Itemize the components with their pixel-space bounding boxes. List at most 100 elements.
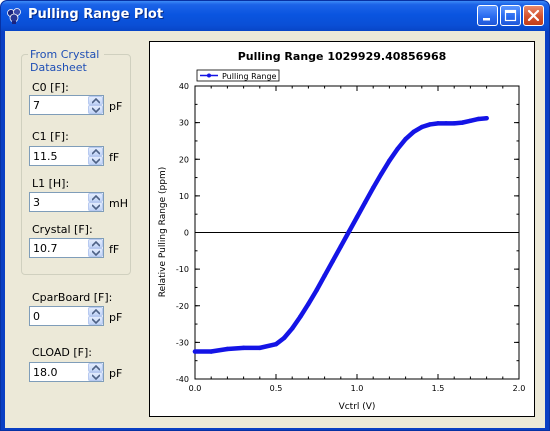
- pulling-range-chart: 0.0 0.5 1.0 1.5 2.0 40 30 20 10 0 -10 -20 -30 -40 Pul…: [158, 69, 526, 412]
- c1-spinner: [29, 146, 104, 166]
- close-icon: [527, 9, 540, 22]
- data-point: [273, 342, 279, 347]
- cload-spin-up[interactable]: [88, 363, 103, 372]
- y-tick-label: 30: [179, 119, 189, 128]
- cload-spinner: [29, 362, 104, 382]
- c0-unit: pF: [109, 100, 123, 113]
- minimize-button[interactable]: [477, 5, 498, 26]
- data-point: [330, 258, 335, 264]
- cparboard-input[interactable]: [30, 307, 86, 325]
- arrow-down-icon: [92, 374, 100, 380]
- l1-spin-up[interactable]: [88, 193, 103, 202]
- y-tick-label: -40: [176, 375, 189, 384]
- arrow-up-icon: [92, 149, 100, 155]
- data-point: [443, 121, 449, 126]
- arrow-down-icon: [92, 107, 100, 113]
- y-axis-label: Relative Pulling Range (ppm): [158, 167, 168, 298]
- data-point: [452, 121, 457, 126]
- data-point: [387, 158, 392, 163]
- data-point: [411, 129, 416, 134]
- data-point: [484, 116, 489, 121]
- data-point: [354, 214, 360, 220]
- l1-unit: mH: [109, 197, 128, 210]
- x-tick-label: 2.0: [513, 384, 526, 393]
- data-point: [192, 349, 198, 354]
- data-point: [460, 120, 465, 125]
- cparboard-unit: pF: [109, 311, 123, 324]
- close-button[interactable]: [523, 5, 544, 26]
- cparboard-spin-down[interactable]: [88, 316, 103, 325]
- c0-input[interactable]: [30, 96, 86, 114]
- x-tick-label: 1.0: [351, 384, 364, 393]
- arrow-up-icon: [92, 365, 100, 371]
- title-bar[interactable]: Pulling Range Plot: [1, 1, 549, 31]
- legend-box: [196, 69, 280, 82]
- data-point: [338, 244, 343, 249]
- c0-label: C0 [F]:: [32, 81, 69, 94]
- c1-input[interactable]: [30, 147, 86, 165]
- data-point: [257, 345, 262, 351]
- cparboard-spin-up[interactable]: [88, 307, 103, 316]
- c1-label: C1 [F]:: [32, 130, 69, 143]
- l1-label: L1 [H]:: [32, 177, 70, 190]
- data-point: [476, 116, 481, 122]
- data-point: [306, 301, 311, 307]
- data-point: [419, 124, 424, 130]
- arrow-up-icon: [92, 241, 100, 247]
- cparboard-spinner: [29, 306, 104, 326]
- legend-label: Pulling Range: [222, 72, 277, 81]
- l1-input[interactable]: [30, 193, 86, 211]
- l1-spin-down[interactable]: [88, 202, 103, 211]
- data-point: [371, 185, 376, 191]
- crystal-datasheet-group: From Crystal Datasheet: [21, 48, 131, 275]
- maximize-icon: [504, 9, 517, 22]
- l1-spinner: [29, 192, 104, 212]
- x-tick-label: 1.5: [432, 384, 445, 393]
- client-area: From Crystal Datasheet C0 [F]: pF C1 [F]…: [5, 31, 545, 428]
- c1-unit: fF: [109, 151, 120, 164]
- data-point: [290, 326, 295, 331]
- arrow-down-icon: [92, 158, 100, 164]
- group-legend: From Crystal Datasheet: [28, 48, 104, 74]
- c0-spin-up[interactable]: [88, 96, 103, 105]
- c0-spinner: [29, 95, 104, 115]
- cload-label: CLOAD [F]:: [32, 346, 92, 359]
- x-tick-label: 0.0: [189, 384, 202, 393]
- data-point: [395, 146, 400, 152]
- arrow-up-icon: [92, 309, 100, 315]
- data-point: [379, 171, 384, 177]
- arrow-down-icon: [92, 318, 100, 324]
- crystal-spin-up[interactable]: [88, 239, 103, 248]
- maximize-button[interactable]: [500, 5, 521, 26]
- data-point: [281, 335, 287, 341]
- c0-spin-down[interactable]: [88, 105, 103, 114]
- legend-marker: [207, 73, 211, 78]
- cload-spin-down[interactable]: [88, 372, 103, 381]
- window-title: Pulling Range Plot: [28, 7, 164, 22]
- data-point: [403, 136, 408, 142]
- arrow-up-icon: [92, 195, 100, 201]
- data-point: [346, 229, 352, 234]
- crystal-spin-down[interactable]: [88, 248, 103, 257]
- cparboard-label: CparBoard [F]:: [32, 291, 113, 304]
- cload-unit: pF: [109, 367, 123, 380]
- arrow-down-icon: [92, 250, 100, 256]
- crystal-unit: fF: [109, 243, 120, 256]
- data-point: [435, 121, 441, 126]
- c1-spin-down[interactable]: [88, 156, 103, 165]
- minimize-icon: [483, 18, 490, 21]
- y-tick-label: 20: [179, 155, 189, 164]
- x-axis-label: Vctrl (V): [339, 402, 376, 412]
- y-tick-label: -30: [176, 338, 189, 347]
- data-point: [322, 273, 327, 278]
- y-tick-label: -20: [176, 302, 189, 311]
- y-tick-label: 0: [184, 229, 189, 238]
- cload-input[interactable]: [30, 363, 86, 381]
- c1-spin-up[interactable]: [88, 147, 103, 156]
- crystal-input[interactable]: [30, 239, 86, 257]
- y-tick-label: -10: [176, 265, 189, 274]
- data-point: [314, 288, 319, 293]
- crystal-label: Crystal [F]:: [32, 223, 93, 236]
- data-point: [427, 122, 433, 127]
